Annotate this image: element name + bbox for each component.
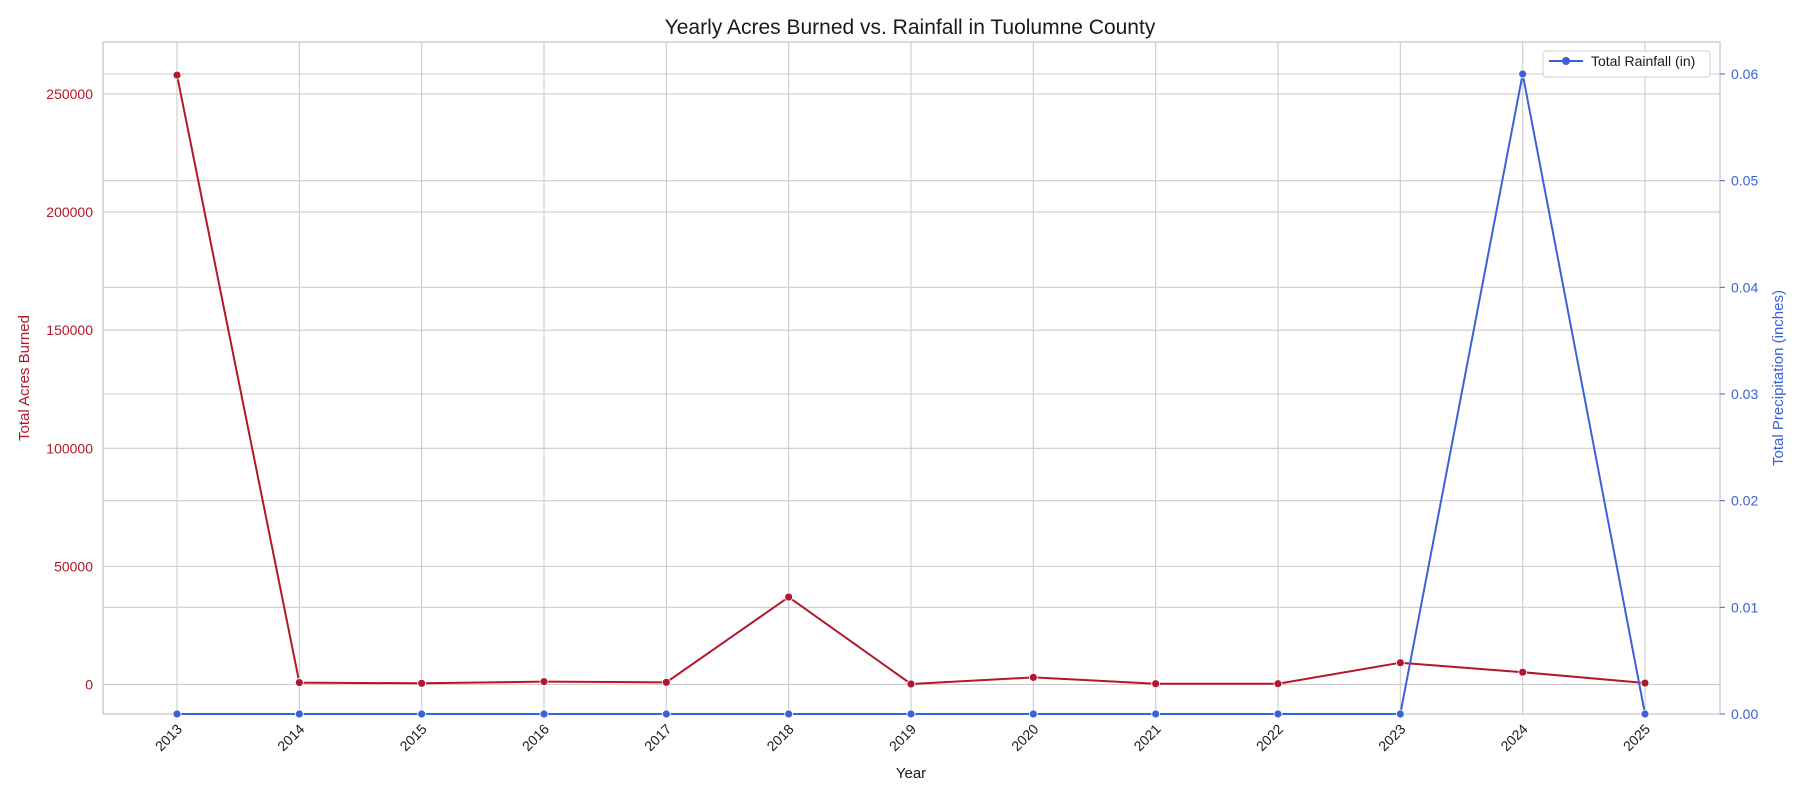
acres-burned-point [1151, 679, 1161, 689]
rainfall-point [906, 709, 916, 719]
rainfall-point [1273, 709, 1283, 719]
legend-box [1542, 50, 1711, 78]
acres-burned-point [906, 679, 916, 689]
acres-burned-point [1518, 667, 1528, 677]
left-y-axis: 0 50000 100000 150000 200000 250000 [46, 86, 93, 693]
x-tick-label: 2021 [1130, 721, 1163, 754]
acres-burned-point [417, 678, 427, 688]
left-y-tick-label: 50000 [54, 558, 93, 574]
x-tick-label: 2024 [1497, 721, 1530, 754]
legend-label-rainfall: Total Rainfall (in) [1591, 53, 1695, 69]
rainfall-point [1028, 709, 1038, 719]
left-y-tick-label: 200000 [46, 204, 93, 220]
x-tick-label: 2013 [152, 721, 185, 754]
legend: Total Rainfall (in) [1542, 50, 1711, 78]
acres-burned-point [1640, 678, 1650, 688]
acres-burned-point [784, 592, 794, 602]
rainfall-point [784, 709, 794, 719]
acres-burned-point [661, 677, 671, 687]
left-y-tick-label: 0 [85, 676, 93, 692]
acres-burned-point [1028, 672, 1038, 682]
x-tick-label: 2018 [763, 721, 796, 754]
rainfall-point [539, 709, 549, 719]
x-tick-label: 2019 [886, 721, 919, 754]
series-layer [172, 69, 1650, 719]
right-y-tick-label: 0.01 [1731, 599, 1758, 615]
left-y-tick-label: 250000 [46, 86, 93, 102]
left-y-tick-label: 100000 [46, 440, 93, 456]
x-tick-label: 2020 [1008, 721, 1041, 754]
x-tick-label: 2022 [1253, 721, 1286, 754]
x-tick-label: 2025 [1620, 721, 1653, 754]
acres-burned-point [294, 678, 304, 687]
x-tick-label: 2014 [274, 721, 307, 754]
right-y-axis-label: Total Precipitation (inches) [1770, 290, 1787, 466]
rainfall-point [294, 709, 304, 719]
left-y-tick-label: 150000 [46, 322, 93, 338]
rainfall-point [172, 709, 182, 719]
chart-title: Yearly Acres Burned vs. Rainfall in Tuol… [665, 16, 1156, 39]
right-y-tick-label: 0.06 [1731, 66, 1758, 82]
rainfall-point [661, 709, 671, 719]
x-tick-label: 2015 [396, 721, 429, 754]
legend-marker-rainfall [1562, 57, 1570, 65]
right-y-tick-label: 0.05 [1731, 173, 1758, 189]
right-y-tick-label: 0.03 [1731, 386, 1758, 402]
x-axis-label: Year [896, 765, 926, 782]
right-y-tick-label: 0.02 [1731, 493, 1758, 509]
right-y-tick-label: 0.04 [1731, 279, 1758, 295]
grid [103, 42, 1720, 715]
right-y-axis: 0.00 0.01 0.02 0.03 0.04 0.05 0.06 [1720, 66, 1758, 722]
rainfall-point [1151, 709, 1161, 719]
x-tick-label: 2017 [641, 721, 674, 754]
rainfall-point [1518, 69, 1528, 79]
acres-burned-point [1395, 658, 1405, 668]
acres-burned-point [1273, 679, 1283, 689]
right-y-tick-label: 0.00 [1731, 706, 1758, 722]
left-y-axis-label: Total Acres Burned [16, 315, 33, 441]
rainfall-point [1640, 709, 1650, 719]
x-tick-label: 2023 [1375, 721, 1408, 754]
rainfall-point [417, 709, 427, 719]
rainfall-point [1395, 709, 1405, 719]
acres-burned-point [172, 70, 182, 80]
x-axis: 2013 2014 2015 2016 2017 2018 2019 2020 2021 2022… [152, 721, 1653, 754]
x-tick-label: 2016 [519, 721, 552, 754]
acres-burned-point [539, 677, 549, 687]
